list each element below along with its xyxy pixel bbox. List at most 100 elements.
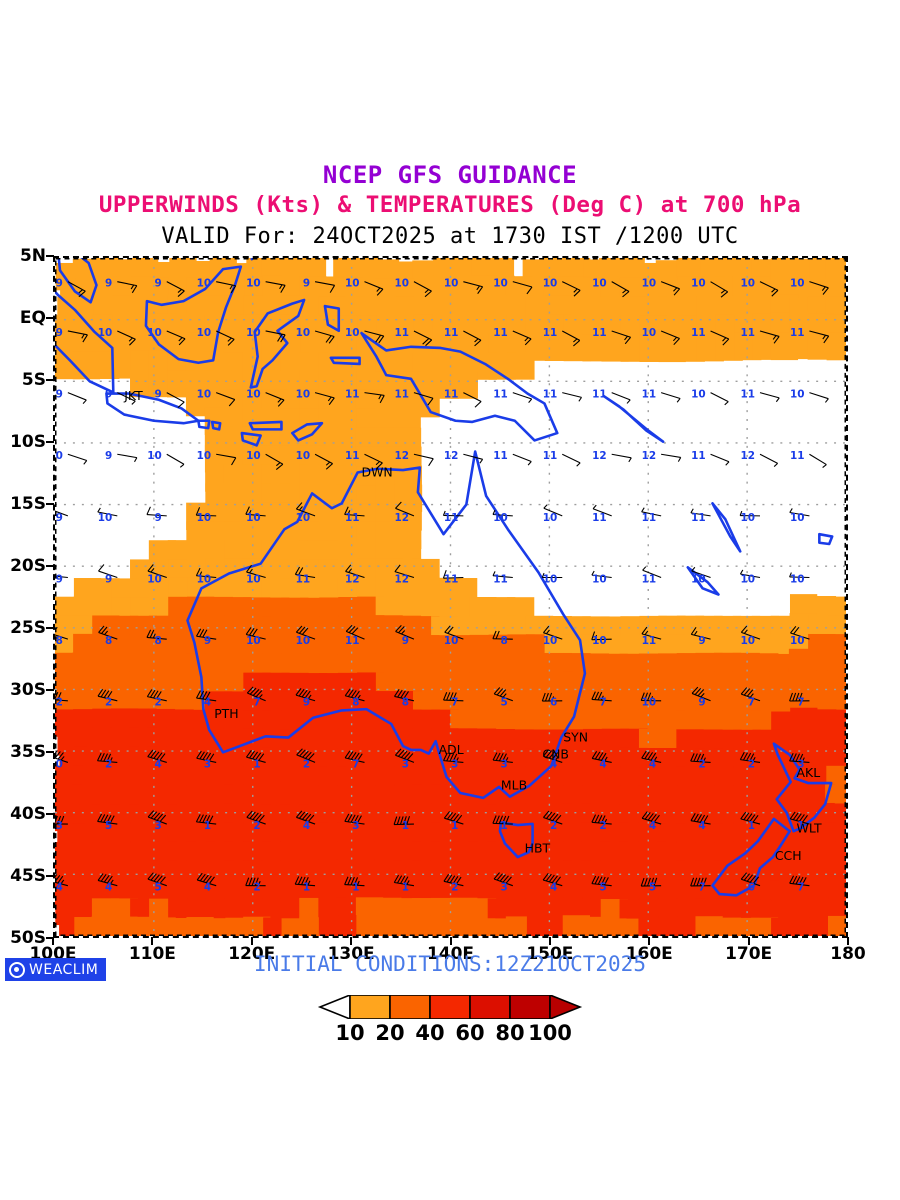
temperature-value: 7	[797, 882, 804, 894]
wind-barb	[147, 749, 167, 763]
barb-full-feather	[393, 816, 398, 825]
x-axis-tick	[151, 937, 154, 945]
barb-full-feather	[597, 752, 604, 761]
wind-barb	[611, 281, 630, 298]
barb-full-feather	[644, 812, 651, 820]
barb-full-feather	[350, 876, 355, 886]
temperature-value: 4	[599, 758, 606, 770]
temperature-value: 10	[592, 573, 607, 585]
barb-full-feather	[647, 813, 654, 821]
page-title-valid: VALID For: 24OCT2025 at 1730 IST /1200 U…	[161, 224, 739, 249]
barb-full-feather	[641, 750, 647, 759]
colorbar-shape	[317, 995, 583, 1019]
temperature-value: 4	[649, 758, 656, 770]
barb-full-feather	[146, 629, 152, 638]
temperature-value: 3	[154, 820, 161, 832]
map-frame[interactable]: 9 9 9 10 10 9 10 10 10 10 10 10 10 10 10 10 9 10 10 10 10 10 1…	[53, 256, 848, 938]
barb-half-feather	[178, 337, 183, 342]
temperature-value: 10	[296, 635, 311, 647]
temperature-value: 10	[691, 278, 706, 290]
barb-full-feather	[752, 876, 760, 884]
temperature-value: 4	[154, 758, 161, 770]
barb-full-feather	[294, 876, 300, 885]
barb-half-feather	[298, 506, 303, 511]
wind-barb	[789, 875, 810, 887]
barb-full-feather	[202, 814, 208, 823]
barb-full-feather	[295, 810, 303, 818]
barb-full-feather	[375, 462, 383, 470]
barb-full-feather	[199, 873, 206, 882]
barb-shaft	[55, 575, 68, 579]
temperature-value: 10	[741, 512, 756, 524]
barb-full-feather	[177, 290, 185, 297]
wind-barb	[146, 629, 167, 640]
temperature-value: 2	[154, 697, 161, 709]
barb-half-feather	[725, 461, 730, 466]
barb-full-feather	[496, 688, 504, 696]
barb-full-feather	[301, 689, 308, 698]
barb-full-feather	[594, 691, 600, 700]
wind-barb	[492, 509, 513, 517]
barb-full-feather	[749, 753, 755, 762]
barb-full-feather	[103, 753, 109, 762]
barb-shaft	[809, 453, 827, 466]
barb-half-feather	[131, 400, 136, 405]
barb-half-feather	[702, 757, 706, 763]
coastline-solomon	[602, 394, 665, 444]
temperature-value: 11	[444, 327, 459, 339]
wind-barb	[67, 392, 87, 405]
barb-full-feather	[449, 753, 455, 762]
barb-full-feather	[541, 692, 546, 702]
wind-barb	[611, 392, 631, 404]
temperature-value: 1	[352, 882, 359, 894]
temperature-value: 7	[698, 882, 705, 894]
wind-barb	[55, 691, 68, 702]
coastline-borneo	[144, 265, 243, 365]
barb-full-feather	[573, 289, 581, 297]
wind-barb	[740, 625, 761, 640]
x-axis-tick	[350, 937, 353, 945]
barb-shaft	[710, 453, 730, 463]
temperature-value: 6	[550, 697, 557, 709]
barb-full-feather	[375, 334, 382, 343]
barb-full-feather	[255, 813, 262, 821]
temperature-value: 10	[741, 278, 756, 290]
barb-full-feather	[597, 814, 603, 824]
barb-half-feather	[258, 694, 263, 699]
barb-full-feather	[245, 506, 250, 515]
wind-barb	[296, 748, 316, 763]
barb-half-feather	[691, 566, 696, 572]
barb-full-feather	[720, 291, 729, 298]
temperature-value: 4	[550, 758, 557, 770]
barb-full-feather	[406, 816, 411, 825]
temperature-value: 7	[253, 697, 260, 709]
barb-full-feather	[594, 814, 600, 823]
barb-full-feather	[740, 811, 747, 820]
barb-shaft	[661, 453, 681, 458]
wind-barb	[543, 625, 563, 640]
wind-barb	[789, 572, 810, 579]
barb-half-feather	[424, 289, 430, 294]
barb-full-feather	[694, 687, 702, 695]
barb-full-feather	[347, 876, 352, 885]
barb-full-feather	[643, 877, 648, 887]
barb-half-feather	[773, 462, 779, 467]
barb-half-feather	[672, 336, 677, 342]
colorbar-tick-label: 20	[375, 1021, 405, 1045]
temperature-value: 11	[691, 512, 706, 524]
wind-barb	[215, 392, 236, 407]
barb-full-feather	[749, 875, 757, 883]
barb-shaft	[314, 281, 335, 286]
colorbar-tick-label: 40	[415, 1021, 445, 1045]
barb-full-feather	[329, 285, 336, 293]
map-border	[55, 258, 846, 936]
temperature-value: 9	[105, 450, 112, 462]
barb-full-feather	[425, 339, 433, 347]
barb-full-feather	[495, 630, 500, 640]
temperature-value: 2	[451, 882, 458, 894]
wind-barb	[809, 281, 829, 295]
wind-barb	[195, 814, 217, 825]
temperature-value: 12	[444, 450, 459, 462]
barb-full-feather	[159, 876, 166, 884]
x-axis-label: 170E	[725, 944, 773, 964]
